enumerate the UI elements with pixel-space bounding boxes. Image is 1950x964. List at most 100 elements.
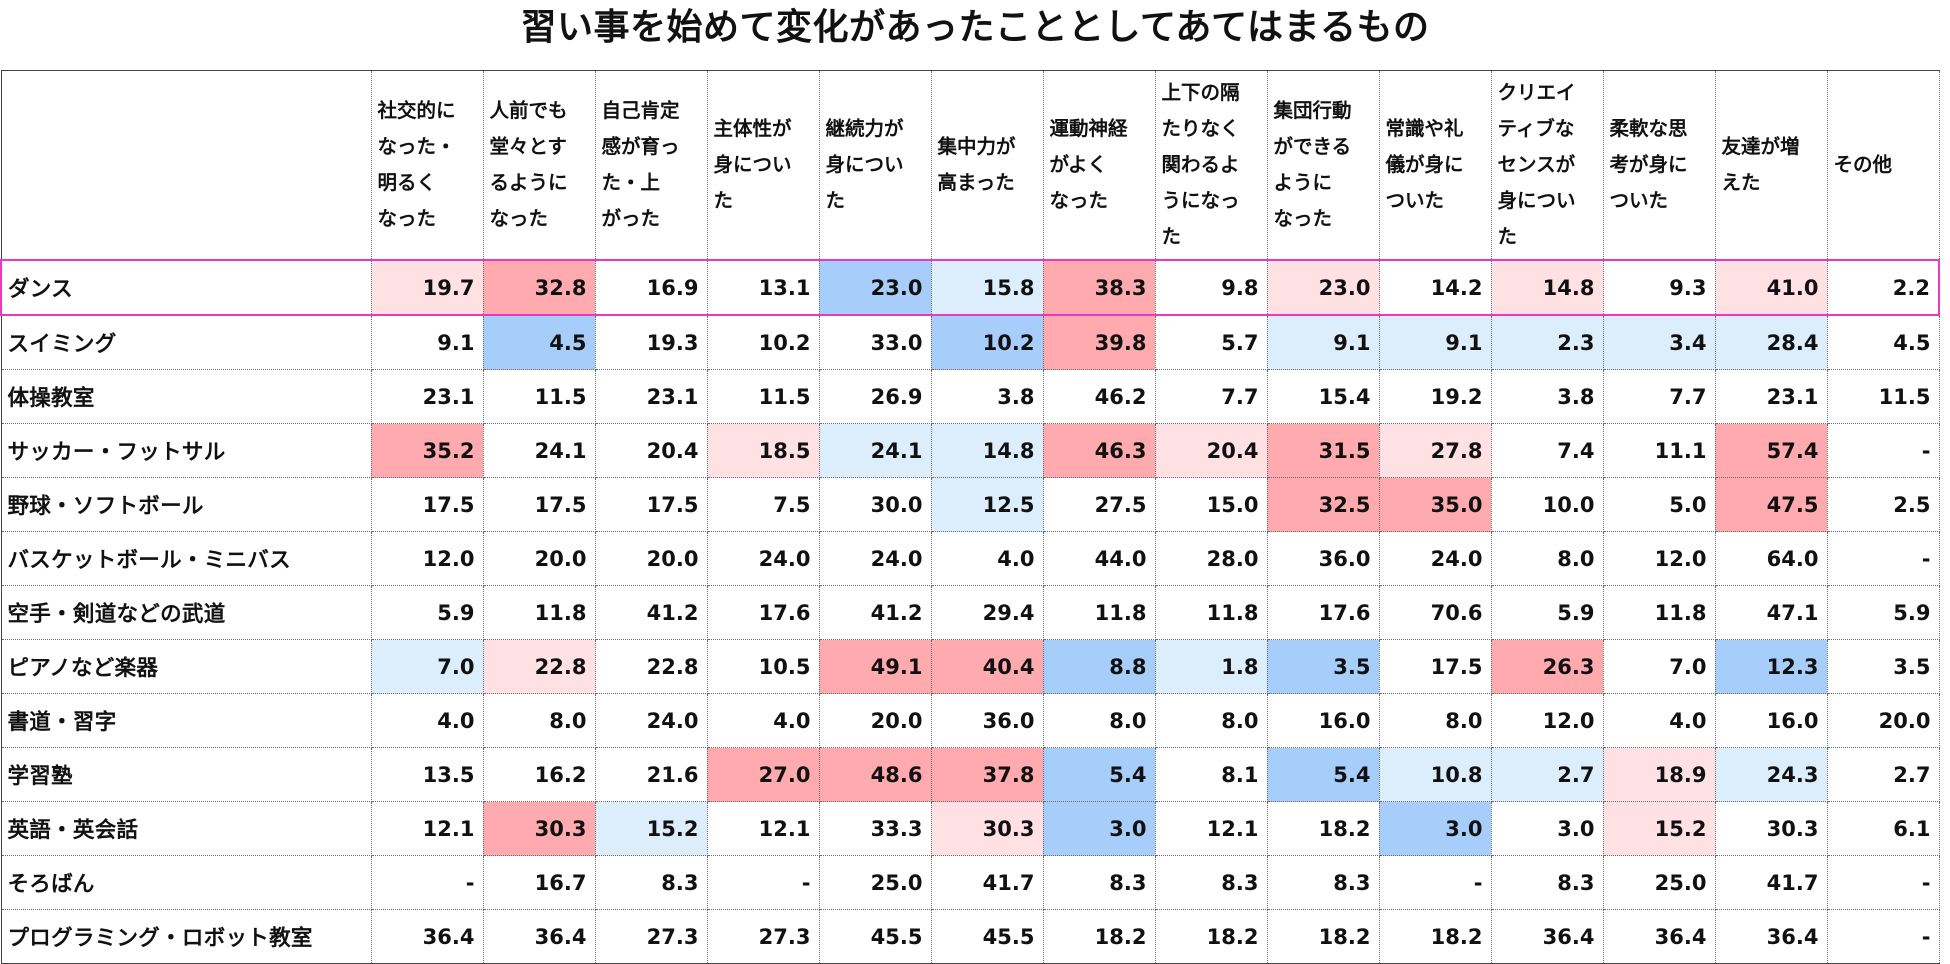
column-header: 上下の隔 たりなく 関わるよ うになった [1154, 70, 1268, 261]
value-cell: 41.2 [594, 585, 708, 640]
value-cell: - [1826, 909, 1940, 964]
table-row: ピアノなど楽器 7.0 22.8 22.8 10.5 49.1 40.4 8.8 1.8 3.5 1… [0, 639, 1940, 694]
value-cell: 16.2 [482, 747, 596, 802]
value-cell: 8.3 [594, 855, 708, 910]
value-cell: 32.5 [1266, 477, 1380, 532]
value-cell: 21.6 [594, 747, 708, 802]
row-label: ダンス [0, 259, 372, 316]
value-cell: 2.7 [1826, 747, 1940, 802]
table-body: ダンス 19.7 32.8 16.9 13.1 23.0 15.8 38.3 9.8 23.0 14… [0, 259, 1940, 964]
column-header: クリエイ ティブな センスが 身についた [1490, 70, 1604, 261]
value-cell: 48.6 [818, 747, 932, 802]
table-row: 空手・剣道などの武道 5.9 11.8 41.2 17.6 41.2 29.4 11.8 11.… [0, 585, 1940, 640]
table-row: サッカー・フットサル 35.2 24.1 20.4 18.5 24.1 14.8 46.3 20… [0, 423, 1940, 478]
column-header-line: たりなく [1161, 117, 1240, 140]
value-cell: 40.4 [930, 639, 1044, 694]
value-cell: 26.3 [1490, 639, 1604, 694]
column-header-line: なった [1049, 189, 1109, 212]
table-row: 学習塾 13.5 16.2 21.6 27.0 48.6 37.8 5.4 8.1 5.4 10.8… [0, 747, 1940, 802]
value-cell: 10.8 [1378, 747, 1492, 802]
column-header: 主体性が 身についた [706, 70, 820, 261]
value-cell: 11.5 [482, 369, 596, 424]
value-cell: 27.3 [594, 909, 708, 964]
value-cell: 17.6 [706, 585, 820, 640]
column-header: 人前でも 堂々とす るように なった [482, 70, 596, 261]
value-cell: 11.8 [482, 585, 596, 640]
value-cell: 35.0 [1378, 477, 1492, 532]
column-header-line: クリエイ [1497, 81, 1576, 104]
value-cell: 64.0 [1714, 531, 1828, 586]
column-header-line: た [713, 189, 734, 212]
value-cell: 16.9 [594, 259, 708, 316]
value-cell: 41.7 [930, 855, 1044, 910]
value-cell: 33.3 [818, 801, 932, 856]
value-cell: 4.0 [1602, 693, 1716, 748]
value-cell: 30.3 [482, 801, 596, 856]
value-cell: 10.2 [930, 314, 1044, 370]
value-cell: 16.0 [1714, 693, 1828, 748]
value-cell: 15.8 [930, 259, 1044, 316]
value-cell: 7.4 [1490, 423, 1604, 478]
row-label: バスケットボール・ミニバス [0, 531, 372, 586]
value-cell: 22.8 [594, 639, 708, 694]
value-cell: 18.2 [1266, 909, 1380, 964]
table-row: 書道・習字 4.0 8.0 24.0 4.0 20.0 36.0 8.0 8.0 16.0 8.0 1… [0, 693, 1940, 748]
value-cell: 38.3 [1042, 259, 1156, 316]
value-cell: 17.5 [482, 477, 596, 532]
column-header: 自己肯定 感が育っ た・上 がった [594, 70, 708, 261]
value-cell: 11.8 [1154, 585, 1268, 640]
value-cell: 16.7 [482, 855, 596, 910]
row-label: 英語・英会話 [0, 801, 372, 856]
value-cell: 15.2 [594, 801, 708, 856]
column-header: 柔軟な思 考が身に ついた [1602, 70, 1716, 261]
value-cell: 7.7 [1154, 369, 1268, 424]
value-cell: 20.4 [1154, 423, 1268, 478]
value-cell: 19.7 [370, 259, 484, 316]
value-cell: 35.2 [370, 423, 484, 478]
value-cell: 19.3 [594, 314, 708, 370]
value-cell: 37.8 [930, 747, 1044, 802]
value-cell: 19.2 [1378, 369, 1492, 424]
value-cell: 1.8 [1154, 639, 1268, 694]
value-cell: 8.3 [1154, 855, 1268, 910]
value-cell: 26.9 [818, 369, 932, 424]
row-label: 野球・ソフトボール [0, 477, 372, 532]
value-cell: 3.4 [1602, 314, 1716, 370]
value-cell: 17.5 [1378, 639, 1492, 694]
row-label: 体操教室 [0, 369, 372, 424]
column-header-line: うになっ [1161, 189, 1240, 212]
value-cell: 11.1 [1602, 423, 1716, 478]
column-header-line: 身につい [825, 153, 904, 176]
column-header-line: 集団行動 [1273, 99, 1352, 122]
column-header: 友達が増 えた [1714, 70, 1828, 261]
value-cell: 4.0 [930, 531, 1044, 586]
value-cell: 8.8 [1042, 639, 1156, 694]
value-cell: 8.0 [1042, 693, 1156, 748]
value-cell: 2.3 [1490, 314, 1604, 370]
table-row: そろばん -16.7 8.3-25.0 41.7 8.3 8.3 8.3-8.3 25.0 41… [0, 855, 1940, 910]
column-header-line: ように [1273, 171, 1333, 194]
value-cell: 23.0 [1266, 259, 1380, 316]
value-cell: 23.0 [818, 259, 932, 316]
value-cell: 2.5 [1826, 477, 1940, 532]
value-cell: 9.1 [370, 314, 484, 370]
value-cell: 24.0 [706, 531, 820, 586]
column-header-line: 感が育っ [601, 135, 680, 158]
value-cell: 5.7 [1154, 314, 1268, 370]
value-cell: 16.0 [1266, 693, 1380, 748]
value-cell: 5.9 [1826, 585, 1940, 640]
value-cell: 10.2 [706, 314, 820, 370]
value-cell: 47.1 [1714, 585, 1828, 640]
value-cell: 11.5 [706, 369, 820, 424]
column-header-line: 柔軟な思 [1609, 117, 1688, 140]
value-cell: 8.0 [1154, 693, 1268, 748]
column-header-line: 高まった [937, 171, 1015, 194]
value-cell: 36.4 [1602, 909, 1716, 964]
value-cell: 46.3 [1042, 423, 1156, 478]
table-row: 野球・ソフトボール 17.5 17.5 17.5 7.5 30.0 12.5 27.5 15.0… [0, 477, 1940, 532]
column-header-line: 関わるよ [1161, 153, 1240, 176]
value-cell: 3.8 [1490, 369, 1604, 424]
value-cell: 17.5 [594, 477, 708, 532]
column-header-line: 社交的に [377, 99, 456, 122]
value-cell: 13.5 [370, 747, 484, 802]
